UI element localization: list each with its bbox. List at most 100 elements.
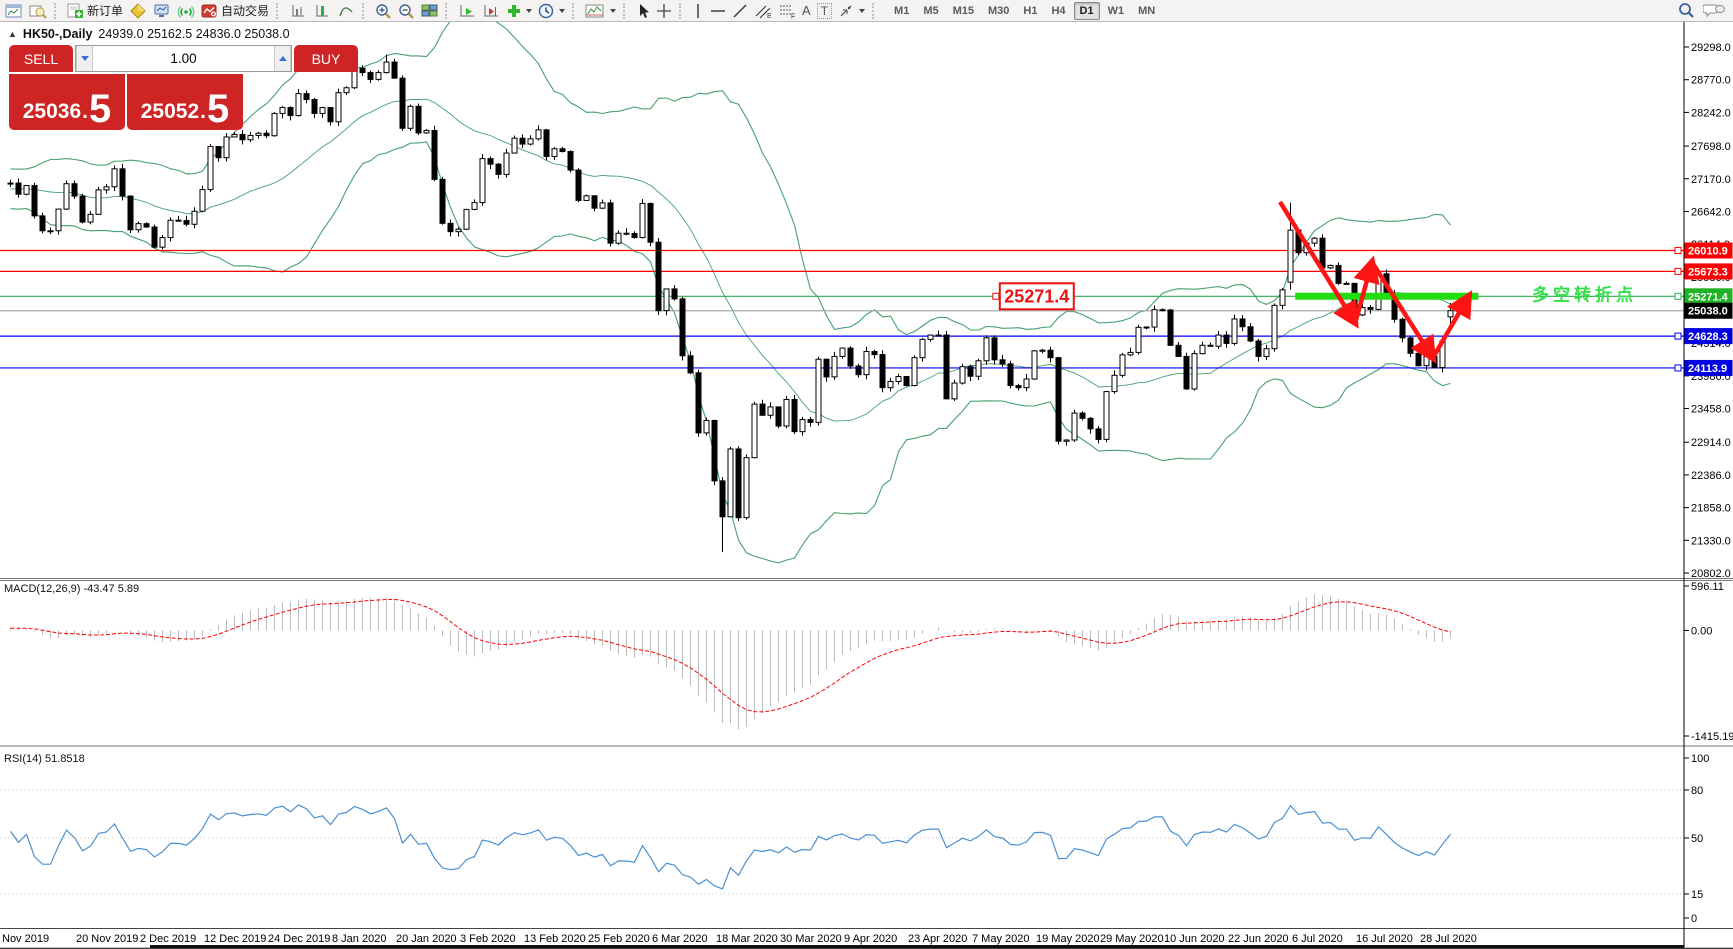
fibo-sub-glyph: F [791, 13, 795, 19]
indicator-window-button[interactable] [286, 2, 310, 20]
signals-button[interactable] [174, 2, 198, 20]
periods-button[interactable] [535, 2, 568, 20]
macd-histogram-bar [666, 630, 667, 668]
collapse-trade-panel-icon[interactable]: ▲ [8, 29, 17, 39]
vertical-line-tool[interactable] [689, 2, 707, 20]
macd-histogram-bar [362, 597, 363, 631]
experts-button[interactable] [150, 2, 174, 20]
macd-histogram-bar [1450, 630, 1451, 639]
auto-scroll-button[interactable] [455, 2, 479, 20]
text-tool[interactable]: A [799, 2, 814, 19]
horizontal-scrollbar[interactable] [150, 945, 1684, 948]
main-price-pane[interactable]: 25271.4 多空转折点 [0, 14, 1684, 564]
timeframe-button-D1[interactable]: D1 [1073, 1, 1100, 20]
macd-histogram-bar [626, 630, 627, 656]
arrows-tool[interactable] [835, 2, 868, 20]
timeframe-button-M30[interactable]: M30 [988, 4, 1010, 17]
buy-button[interactable]: BUY [294, 45, 358, 72]
new-chart-icon [5, 4, 22, 17]
trend-arrow-annotation[interactable] [1278, 200, 1359, 329]
autotrading-button[interactable]: 自动交易 [198, 1, 272, 20]
volume-decrease-button[interactable] [76, 46, 93, 71]
timeframe-button-M1[interactable]: M1 [894, 4, 910, 17]
macd-histogram-bar [946, 630, 947, 632]
trend-arrow-annotation[interactable] [1370, 260, 1437, 364]
profiles-button[interactable] [26, 2, 50, 20]
trend-arrow-annotation[interactable] [1430, 290, 1473, 360]
chat-icon[interactable] [1703, 2, 1725, 19]
macd-histogram-bar [570, 630, 571, 635]
caret-down-icon [526, 8, 533, 13]
new-chart-button[interactable] [2, 2, 26, 20]
macd-histogram-bar [578, 630, 579, 639]
macd-pane[interactable]: MACD(12,26,9) -43.47 5.89 [4, 583, 1451, 730]
macd-histogram-bar [914, 630, 915, 638]
pivot-annotation-text[interactable]: 多空转折点 [1532, 285, 1637, 305]
horizontal-line-tool[interactable] [707, 2, 729, 20]
trend-arrow-annotation[interactable] [1353, 255, 1380, 324]
cursor-tool[interactable] [633, 2, 653, 20]
macd-histogram-bar [162, 630, 163, 643]
text-label-tool[interactable]: T [814, 2, 835, 20]
volume-input[interactable] [93, 46, 274, 71]
macd-histogram-bar [1034, 630, 1035, 632]
indicators-add-button[interactable] [503, 2, 535, 20]
sell-price[interactable]: 25036. 5 [9, 74, 125, 130]
timeframe-button-MN[interactable]: MN [1138, 4, 1156, 17]
date-tick-label: 30 Mar 2020 [780, 933, 842, 945]
macd-histogram-bar [34, 630, 35, 632]
rsi-pane[interactable]: RSI(14) 51.8518 [0, 753, 1684, 895]
curve-window-button[interactable] [334, 2, 358, 20]
macd-histogram-bar [1154, 618, 1155, 631]
macd-histogram-bar [1402, 623, 1403, 631]
price-tag [1684, 328, 1733, 345]
timeframe-button-H1[interactable]: H1 [1023, 4, 1038, 17]
metaeditor-icon [130, 2, 146, 19]
price-tick-label: 28770.0 [1691, 75, 1731, 87]
indicator-window2-button[interactable] [310, 2, 334, 20]
chart-shift-button[interactable] [479, 2, 503, 20]
crosshair-tool[interactable] [653, 2, 675, 20]
crosshair-icon [657, 3, 672, 18]
macd-histogram-bar [1442, 630, 1443, 642]
trendline-tool[interactable] [729, 2, 751, 20]
ohlc-values: 24939.0 25162.5 24836.0 25038.0 [98, 27, 290, 41]
sell-button[interactable]: SELL [9, 45, 73, 72]
channel-tool[interactable]: E [751, 2, 775, 20]
macd-histogram-bar [986, 628, 987, 631]
new-order-button[interactable]: 新订单 [64, 1, 126, 20]
macd-histogram-bar [594, 630, 595, 645]
macd-histogram-bar [698, 630, 699, 697]
price-tick-label: 27698.0 [1691, 141, 1731, 153]
fibonacci-tool[interactable]: F [775, 2, 799, 20]
macd-histogram-bar [114, 630, 115, 631]
zoom-out-button[interactable] [395, 2, 418, 20]
search-icon[interactable] [1677, 2, 1695, 19]
zoom-in-button[interactable] [372, 2, 395, 20]
macd-histogram-bar [170, 630, 171, 642]
macd-tick-label: 0.00 [1691, 625, 1712, 637]
timeframe-button-M5[interactable]: M5 [923, 4, 939, 17]
date-tick-label: 22 Jun 2020 [1228, 933, 1289, 945]
volume-increase-button[interactable] [274, 46, 291, 71]
date-tick-label: 13 Feb 2020 [524, 933, 586, 945]
date-axis[interactable]: Nov 2019 20 Nov 2019 2 Dec 2019 12 Dec 2019… [2, 933, 1477, 945]
metaeditor-button[interactable] [126, 2, 150, 20]
tile-windows-icon [421, 4, 438, 16]
macd-histogram-bar [218, 624, 219, 631]
macd-histogram-bar [1226, 619, 1227, 631]
chart-template-button[interactable] [582, 2, 619, 20]
buy-price[interactable]: 25052. 5 [127, 74, 243, 130]
price-label-box[interactable] [998, 282, 1075, 311]
timeframe-button-W1[interactable]: W1 [1107, 4, 1125, 17]
timeframe-button-M15[interactable]: M15 [952, 4, 975, 17]
add-indicator-icon [508, 4, 521, 17]
timeframe-button-H4[interactable]: H4 [1051, 4, 1066, 17]
macd-histogram-bar [1058, 630, 1059, 637]
macd-histogram-bar [890, 630, 891, 641]
signals-icon [177, 5, 195, 18]
toolbar-separator [276, 2, 282, 19]
tile-windows-button[interactable] [418, 2, 441, 20]
price-axis[interactable]: 29298.0 28770.0 28242.0 27698.0 27170.0 26642… [1674, 42, 1733, 925]
